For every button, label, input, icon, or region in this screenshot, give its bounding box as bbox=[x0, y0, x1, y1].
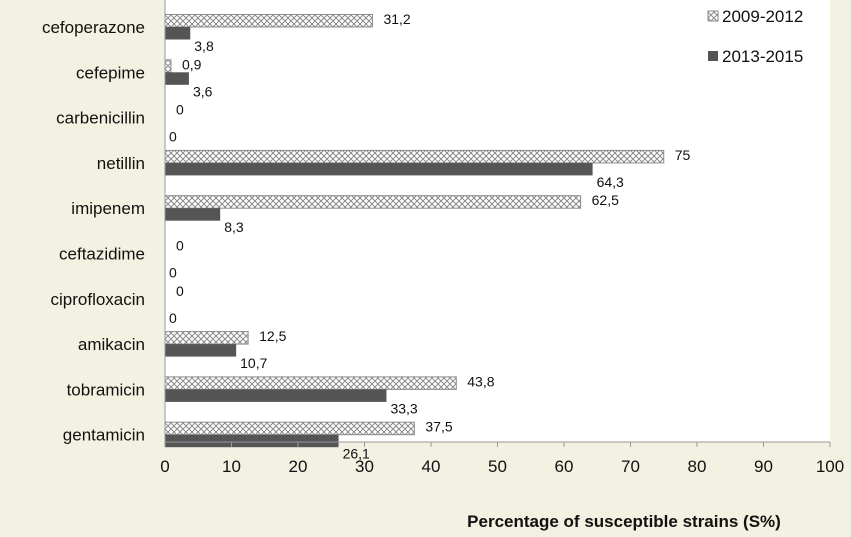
bar-2013-2015 bbox=[165, 434, 339, 448]
data-label: 33,3 bbox=[390, 400, 417, 416]
x-tick-label: 30 bbox=[355, 457, 374, 476]
category-label: ceftazidime bbox=[59, 245, 145, 264]
data-label: 0 bbox=[169, 310, 177, 326]
bar-2009-2012 bbox=[164, 195, 582, 209]
category-label: gentamicin bbox=[63, 426, 145, 445]
data-label: 64,3 bbox=[597, 174, 624, 190]
bar-2009-2012 bbox=[164, 421, 415, 436]
legend-swatch bbox=[707, 10, 719, 22]
x-tick-label: 0 bbox=[160, 457, 169, 476]
category-label: ciprofloxacin bbox=[51, 290, 146, 309]
data-label: 62,5 bbox=[592, 192, 619, 208]
legend-label: 2013-2015 bbox=[722, 47, 803, 66]
x-tick-label: 60 bbox=[555, 457, 574, 476]
category-label: cefoperazone bbox=[42, 18, 145, 37]
data-label: 0 bbox=[176, 238, 184, 254]
data-label: 37,5 bbox=[425, 419, 452, 435]
data-label: 0 bbox=[169, 129, 177, 145]
x-tick-label: 70 bbox=[621, 457, 640, 476]
data-label: 0 bbox=[176, 102, 184, 118]
category-label: cefepime bbox=[76, 63, 145, 82]
x-tick-label: 80 bbox=[688, 457, 707, 476]
data-label: 26,1 bbox=[343, 446, 370, 462]
legend-label: 2009-2012 bbox=[722, 7, 803, 26]
category-label: tobramicin bbox=[67, 380, 145, 399]
bar-2013-2015 bbox=[165, 27, 191, 40]
data-label: 0 bbox=[176, 283, 184, 299]
bar-2009-2012 bbox=[164, 14, 373, 28]
plot-area bbox=[165, 0, 830, 442]
bar-2013-2015 bbox=[165, 208, 221, 221]
data-label: 0,9 bbox=[182, 56, 202, 72]
category-label: carbenicillin bbox=[56, 109, 145, 128]
data-label: 0 bbox=[169, 265, 177, 281]
bar-2009-2012 bbox=[164, 59, 172, 73]
x-tick-label: 20 bbox=[289, 457, 308, 476]
bar-2013-2015 bbox=[165, 72, 189, 85]
category-label: amikacin bbox=[78, 335, 145, 354]
x-tick-label: 100 bbox=[816, 457, 844, 476]
x-tick-label: 90 bbox=[754, 457, 773, 476]
data-label: 3,6 bbox=[193, 83, 213, 99]
x-axis-title: Percentage of susceptible strains (S%) bbox=[467, 512, 781, 531]
bar-2009-2012 bbox=[164, 376, 457, 390]
x-tick-label: 40 bbox=[422, 457, 441, 476]
bar-2009-2012 bbox=[164, 331, 249, 345]
x-tick-label: 50 bbox=[488, 457, 507, 476]
bar-2009-2012 bbox=[164, 149, 665, 164]
legend: 2009-2012 2013-2015 bbox=[707, 7, 803, 66]
data-label: 43,8 bbox=[467, 373, 494, 389]
category-label: imipenem bbox=[71, 199, 145, 218]
data-label: 8,3 bbox=[224, 219, 244, 235]
data-label: 31,2 bbox=[383, 11, 410, 27]
data-label: 12,5 bbox=[259, 328, 286, 344]
bar-2013-2015 bbox=[165, 162, 593, 176]
bar-2013-2015 bbox=[165, 344, 237, 357]
legend-swatch bbox=[708, 51, 718, 61]
data-label: 75 bbox=[675, 147, 691, 163]
data-label: 3,8 bbox=[194, 38, 214, 54]
bar-2013-2015 bbox=[165, 389, 387, 402]
category-label: netillin bbox=[97, 154, 145, 173]
x-tick-label: 10 bbox=[222, 457, 241, 476]
data-label: 10,7 bbox=[240, 355, 267, 371]
